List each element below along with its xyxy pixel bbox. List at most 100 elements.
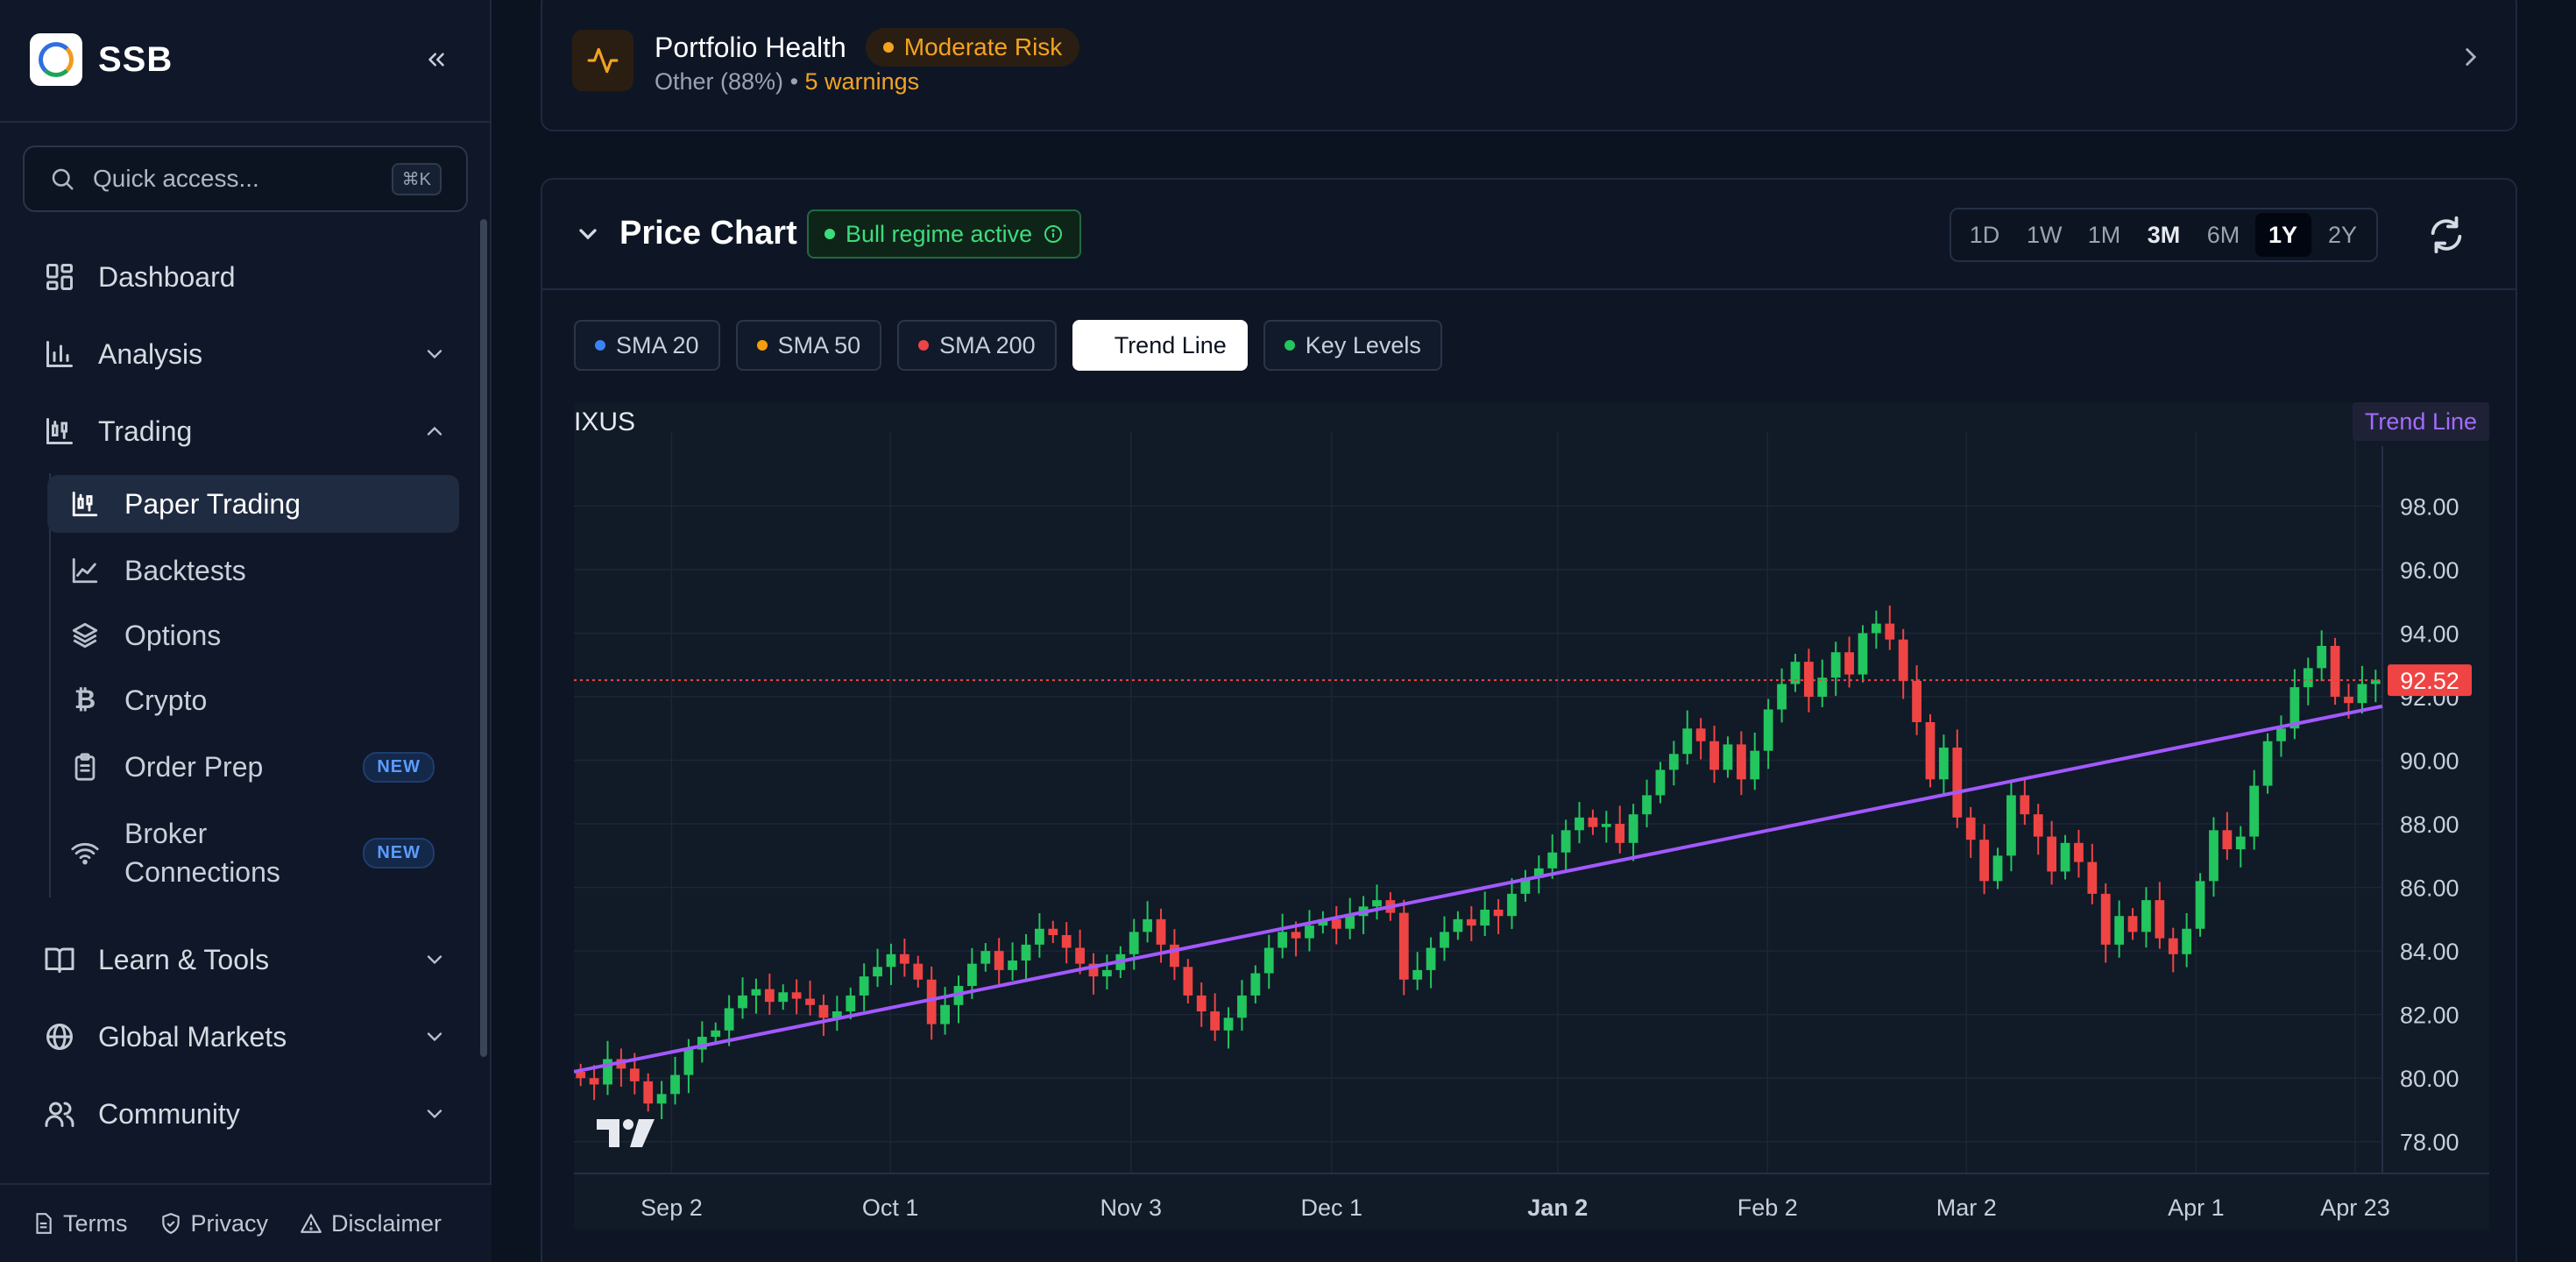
candle-body [1952,748,1963,818]
sidebar-item-broker-connections[interactable]: Broker Connections NEW [47,805,459,901]
candle-body [2357,684,2367,704]
candle-body [1507,893,1517,917]
candle-body [2047,836,2057,872]
timeframe-1y[interactable]: 1Y [2254,213,2311,257]
price-chart-title: Price Chart [619,215,797,252]
candle-body [1668,754,1679,770]
sidebar: SSB Quick access... ⌘K Dashboard Analysi… [0,0,492,1262]
candle-body [2141,900,2151,932]
shield-check-icon [161,1213,180,1234]
sidebar-item-backtests[interactable]: Backtests [47,542,459,599]
sidebar-item-label: Crypto [124,684,208,716]
candle-body [2168,938,2178,954]
x-axis-tick-label: Mar 2 [1936,1195,1997,1221]
candle-body [1250,973,1261,996]
privacy-link[interactable]: Privacy [159,1210,268,1237]
timeframe-6m[interactable]: 6M [2206,221,2240,248]
toggle-sma-50[interactable]: SMA 50 [735,320,882,371]
x-axis-tick-label: Nov 3 [1100,1195,1162,1221]
candle-body [1008,961,1017,970]
toggle-label: Trend Line [1114,331,1227,358]
timeframe-3m[interactable]: 3M [2147,221,2181,248]
regime-badge: Bull regime active [807,209,1082,259]
risk-badge: Moderate Risk [865,28,1080,67]
candle-body [1912,680,1921,723]
collapse-sidebar-button[interactable] [415,39,457,81]
info-icon[interactable] [1043,223,1064,245]
timeframe-2y[interactable]: 2Y [2327,221,2358,248]
sidebar-item-paper-trading[interactable]: Paper Trading [47,475,459,533]
candle-body [1170,944,1179,968]
portfolio-health-card[interactable]: Portfolio Health Moderate Risk Other (88… [541,0,2517,131]
candle-body [1736,744,1746,780]
sidebar-item-crypto[interactable]: ₿ Crypto [47,671,459,729]
terms-link[interactable]: Terms [32,1210,128,1237]
candle-body [1777,684,1787,710]
y-axis-tick-label: 88.00 [2400,812,2459,838]
brand[interactable]: SSB [30,33,173,86]
candle-body [1979,840,1990,882]
candle-body [1965,817,1976,840]
sidebar-scrollbar[interactable] [480,219,487,1057]
toggle-label: SMA 20 [616,331,699,358]
candle-body [1345,916,1355,929]
toggle-key-levels[interactable]: Key Levels [1263,320,1442,371]
sidebar-footer: Terms Privacy Disclaimer [0,1183,492,1262]
sidebar-item-learn-tools[interactable]: Learn & Tools [44,929,447,990]
candle-body [1992,855,2003,882]
candle-body [1331,918,1341,929]
toggle-label: Key Levels [1305,331,1421,358]
candle-body [1925,722,1936,780]
candle-body [2020,795,2030,815]
candle-body [1263,947,1274,974]
candle-body [1695,728,1706,741]
timeframe-1d[interactable]: 1D [1969,221,2000,248]
sidebar-item-dashboard[interactable]: Dashboard [44,246,447,308]
sidebar-item-global-markets[interactable]: Global Markets [44,1006,447,1067]
candle-body [2317,645,2327,669]
candle-body [1939,748,1949,780]
main-content: Portfolio Health Moderate Risk Other (88… [492,0,2576,1262]
candle-body [1210,1011,1221,1031]
refresh-icon[interactable] [2426,215,2466,255]
y-axis-tick-label: 82.00 [2400,1003,2459,1029]
candle-body [1520,877,1531,894]
allocation-label: Other (88%) [655,68,784,95]
disclaimer-link[interactable]: Disclaimer [300,1210,442,1237]
sidebar-item-community[interactable]: Community [44,1083,447,1145]
chart-canvas[interactable]: 98.0096.0094.0092.0090.0088.0086.0084.00… [574,402,2489,1230]
sidebar-item-analysis[interactable]: Analysis [44,323,447,385]
candle-body [2249,785,2260,837]
sidebar-item-trading[interactable]: Trading [44,401,447,462]
sidebar-item-options[interactable]: Options [47,606,459,664]
candle-body [805,998,815,1005]
candle-body [1305,925,1314,939]
toggle-sma-20[interactable]: SMA 20 [574,320,720,371]
candlestick-chart[interactable]: IXUS Trend Line 98.00 96.00 94.00 92.00 90.0… [574,402,2489,1230]
timeframe-1m[interactable]: 1M [2087,221,2121,248]
candle-body [603,1059,612,1085]
candle-body [1035,928,1044,945]
toggle-sma-200[interactable]: SMA 200 [897,320,1057,371]
wifi-icon [71,842,99,865]
y-axis-tick-label: 96.00 [2400,557,2459,584]
candle-body [1183,967,1193,996]
candle-body [1575,817,1584,831]
x-axis-tick-label: Dec 1 [1301,1195,1363,1221]
timeframe-1w[interactable]: 1W [2027,221,2063,248]
chevron-down-icon[interactable] [574,220,602,248]
sidebar-item-label: Analysis [98,337,203,370]
sidebar-item-label: Dashboard [98,260,236,293]
toggle-trend-line[interactable]: Trend Line [1072,320,1248,371]
candle-body [2222,830,2233,850]
tradingview-logo[interactable] [597,1116,658,1151]
risk-label: Moderate Risk [903,33,1063,60]
candle-body [1655,769,1666,796]
sidebar-item-label: Broker Connections [124,818,280,888]
new-badge: NEW [363,837,435,869]
candle-body [818,1004,829,1018]
sidebar-item-order-prep[interactable]: Order Prep NEW [47,738,459,796]
quick-access-search[interactable]: Quick access... ⌘K [23,145,468,212]
candle-body [1547,852,1558,869]
candle-body [683,1049,694,1075]
